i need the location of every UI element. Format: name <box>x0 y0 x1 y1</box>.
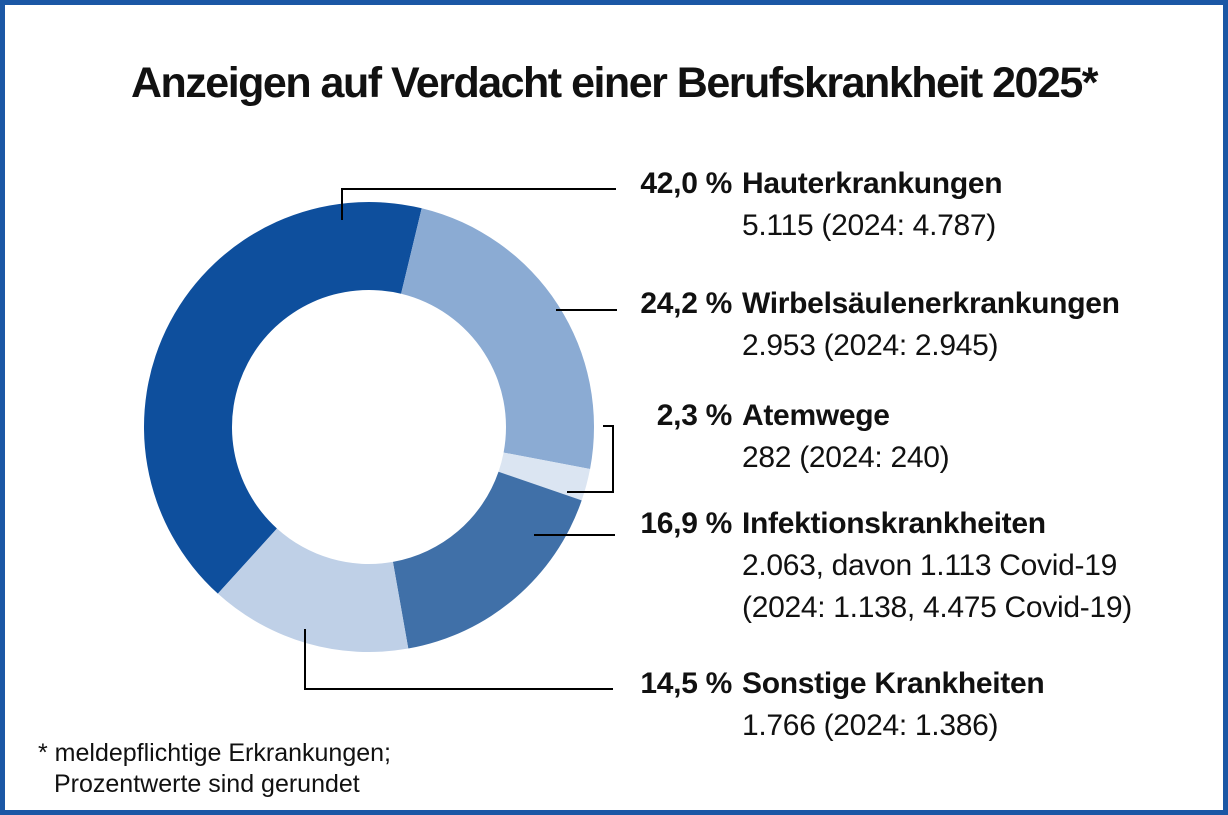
segment-detail: 1.766 (2024: 1.386) <box>742 709 999 742</box>
segment-detail: (2024: 1.138, 4.475 Covid-19) <box>742 591 1132 624</box>
segment-detail: 282 (2024: 240) <box>742 441 950 474</box>
segment-name: Wirbelsäulenerkrankungen <box>742 287 1120 320</box>
segment-percentage: 16,9 % <box>640 507 732 540</box>
segment-label-sonstige-krankheiten: 14,5 % Sonstige Krankheiten 1.766 (2024: 1… <box>615 663 1200 747</box>
chart-title: Anzeigen auf Verdacht einer Berufskrankh… <box>130 59 1099 107</box>
segment-detail: 2.063, davon 1.113 Covid-19 <box>742 549 1117 582</box>
segment-detail: 5.115 (2024: 4.787) <box>742 209 996 242</box>
segment-detail: 2.953 (2024: 2.945) <box>742 329 999 362</box>
leader-line-hauterkrankungen <box>341 188 616 220</box>
donut-segment-sonstige-krankheiten <box>217 528 409 653</box>
segment-label-infektionskrankheiten: 16,9 % Infektionskrankheiten 2.063, davon … <box>615 503 1200 629</box>
leader-line-atemwege <box>567 425 614 493</box>
segment-percentage: 42,0 % <box>640 167 732 200</box>
footnote-line-2: Prozentwerte sind gerundet <box>54 770 360 798</box>
footnote-line-1: * meldepflichtige Erkrankungen; <box>38 739 391 767</box>
leader-line-sonstige-krankheiten <box>304 629 613 690</box>
segment-name: Sonstige Krankheiten <box>742 667 1045 700</box>
segment-name: Infektionskrankheiten <box>742 507 1046 540</box>
footnote: * meldepflichtige Erkrankungen; Prozentw… <box>38 738 391 800</box>
segment-percentage: 24,2 % <box>640 287 732 320</box>
segment-name: Hauterkrankungen <box>742 167 1003 200</box>
donut-segment-atemwege <box>498 452 591 501</box>
donut-segment-hauterkrankungen <box>143 201 422 594</box>
donut-chart <box>143 188 617 690</box>
segment-percentage: 14,5 % <box>640 667 732 700</box>
segment-name: Atemwege <box>742 399 890 432</box>
donut-segment-infektionskrankheiten <box>392 471 582 649</box>
segment-label-atemwege: 2,3 % Atemwege 282 (2024: 240) <box>615 395 1200 479</box>
segment-label-wirbelsaeulenerkrankungen: 24,2 % Wirbelsäulenerkrankungen 2.953 (202… <box>615 283 1200 367</box>
donut-segment-wirbelsaeulenerkrankungen <box>401 208 595 469</box>
segment-label-hauterkrankungen: 42,0 % Hauterkrankungen 5.115 (2024: 4.787… <box>615 163 1200 247</box>
segment-percentage: 2,3 % <box>656 399 733 432</box>
